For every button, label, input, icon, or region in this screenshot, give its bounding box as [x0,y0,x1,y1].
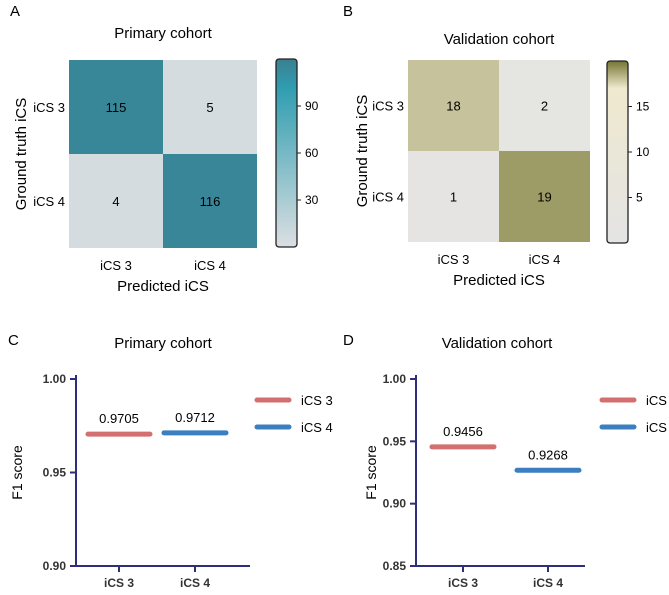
heatmap-cell-value: 4 [112,194,119,209]
legend-label: iCS 3 [646,393,669,408]
colorbar-tick-label: 60 [305,146,319,160]
f1-chart-validation-cohort: Validation cohort 0.85 0.90 0.95 1.00 F1 scor… [363,335,669,590]
colorbar-tick-label: 10 [636,145,650,159]
legend-label: iCS 4 [646,420,669,435]
heatmap-cell [408,151,499,242]
colorbar-tick-label: 30 [305,193,319,207]
data-label: 0.9712 [175,410,215,425]
chart-title: Primary cohort [114,335,212,352]
y-tick-label: 0.95 [383,434,407,448]
y-tick-label: 1.00 [43,372,67,386]
x-tick-label: iCS 4 [194,258,226,273]
y-tick-label: iCS 4 [33,194,65,209]
legend-label: iCS 3 [301,393,333,408]
y-tick-label: 0.95 [43,466,67,480]
y-tick-label: iCS 3 [33,100,65,115]
y-tick-label: iCS 4 [372,190,404,205]
heatmap-cell [69,154,163,248]
x-tick-label: iCS 3 [438,252,470,267]
chart-title: Validation cohort [442,335,553,352]
y-axis-label: F1 score [9,445,25,500]
heatmap-cell [163,60,257,154]
heatmap-validation-cohort: Validation cohort 18 2 1 19 iCS 3 iCS 4 iCS 3 iC… [354,31,650,289]
x-axis-label: Predicted iCS [117,278,209,295]
heatmap-cell [499,151,590,242]
heatmap-cell-value: 19 [537,190,551,205]
chart-title: Primary cohort [114,25,212,42]
heatmap-cell [69,60,163,154]
y-axis-label: Ground truth iCS [354,95,371,208]
colorbar-tick-label: 5 [636,191,643,205]
y-axis-label: F1 score [363,445,379,500]
colorbar [606,60,629,244]
x-tick-label: iCS 4 [533,576,563,590]
y-tick-label: 0.90 [383,497,407,511]
f1-chart-primary-cohort: Primary cohort 0.90 0.95 1.00 F1 score iCS 3 0… [9,335,333,590]
y-tick-label: 0.85 [383,559,407,573]
heatmap-cell-value: 2 [541,99,548,114]
panel-label-b: B [343,3,353,20]
panel-label-d: D [343,332,354,349]
heatmap-cell-value: 115 [106,100,127,115]
colorbar-tick-label: 90 [305,99,319,113]
heatmap-cell [163,154,257,248]
chart-title: Validation cohort [444,31,555,48]
heatmap-cell [499,60,590,151]
colorbar-tick-label: 15 [636,100,650,114]
heatmap-cell [408,60,499,151]
heatmap-cell-value: 1 [450,190,457,205]
data-label: 0.9268 [528,447,568,462]
heatmap-primary-cohort: Primary cohort 115 5 4 116 iCS 3 iCS 4 iCS 3 iCS… [13,25,319,295]
x-tick-label: iCS 3 [448,576,478,590]
y-tick-label: 1.00 [383,372,407,386]
y-tick-label: iCS 3 [372,99,404,114]
x-tick-label: iCS 4 [529,252,561,267]
x-axis-label: Predicted iCS [453,272,545,289]
panel-label-c: C [8,332,19,349]
x-tick-label: iCS 3 [100,258,132,273]
heatmap-cell-value: 5 [206,100,213,115]
x-tick-label: iCS 3 [104,576,134,590]
legend-label: iCS 4 [301,420,333,435]
y-tick-label: 0.90 [43,559,67,573]
data-label: 0.9456 [443,424,483,439]
data-label: 0.9705 [99,411,139,426]
heatmap-cell-value: 18 [446,99,460,114]
y-axis-label: Ground truth iCS [13,98,30,211]
colorbar [275,58,298,248]
x-tick-label: iCS 4 [180,576,210,590]
heatmap-cell-value: 116 [200,194,221,209]
panel-label-a: A [10,3,20,20]
